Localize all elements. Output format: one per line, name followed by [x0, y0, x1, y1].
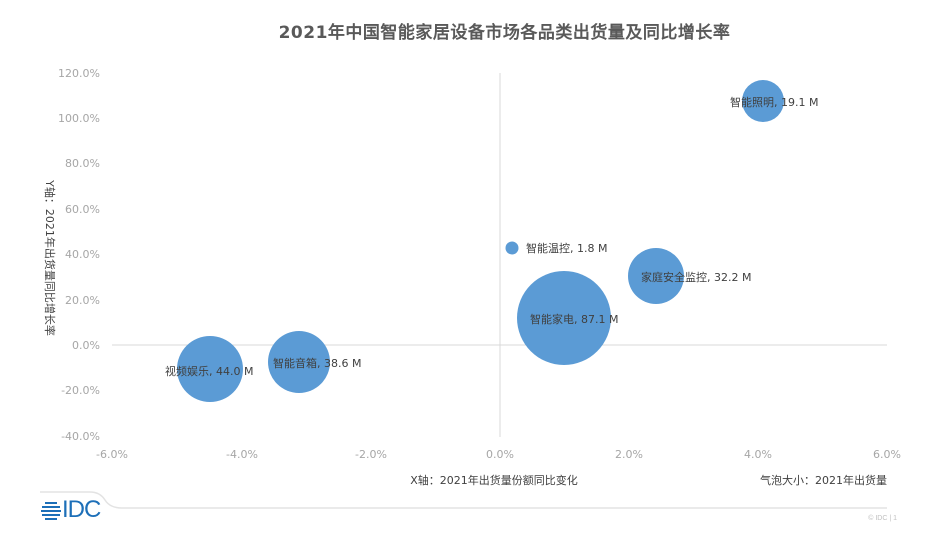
y-axis-title: Y轴：2021年出货量同比增长率	[43, 179, 57, 336]
bubble-video-entertainment[interactable]: 视频娱乐, 44.0 M	[165, 336, 253, 402]
bubble-home-security[interactable]: 家庭安全监控, 32.2 M	[628, 248, 751, 304]
footer-divider	[40, 491, 887, 509]
svg-text:智能家电, 87.1 M: 智能家电, 87.1 M	[530, 312, 618, 326]
svg-text:视频娱乐, 44.0 M: 视频娱乐, 44.0 M	[165, 364, 253, 378]
svg-text:智能音箱, 38.6 M: 智能音箱, 38.6 M	[273, 356, 361, 370]
svg-text:-40.0%: -40.0%	[61, 430, 100, 443]
globe-lines-icon	[41, 502, 61, 520]
svg-text:0.0%: 0.0%	[486, 448, 514, 461]
svg-text:80.0%: 80.0%	[65, 157, 100, 170]
svg-text:2.0%: 2.0%	[615, 448, 643, 461]
svg-text:120.0%: 120.0%	[58, 67, 100, 80]
svg-text:60.0%: 60.0%	[65, 203, 100, 216]
svg-text:-4.0%: -4.0%	[226, 448, 258, 461]
svg-text:家庭安全监控, 32.2 M: 家庭安全监控, 32.2 M	[641, 270, 751, 284]
chart-title: 2021年中国智能家居设备市场各品类出货量及同比增长率	[278, 23, 731, 43]
svg-text:40.0%: 40.0%	[65, 248, 100, 261]
svg-text:-20.0%: -20.0%	[61, 384, 100, 397]
svg-text:0.0%: 0.0%	[72, 339, 100, 352]
x-axis-title: X轴：2021年出货量份额同比变化	[410, 473, 578, 487]
bubble-smart-lighting[interactable]: 智能照明, 19.1 M	[730, 80, 818, 122]
bubble-smart-speaker[interactable]: 智能音箱, 38.6 M	[268, 331, 361, 393]
svg-text:20.0%: 20.0%	[65, 294, 100, 307]
bubble-smart-appliances[interactable]: 智能家电, 87.1 M	[517, 271, 618, 365]
logo-text: IDC	[62, 496, 101, 523]
svg-text:智能温控, 1.8 M: 智能温控, 1.8 M	[526, 241, 607, 255]
svg-text:智能照明, 19.1 M: 智能照明, 19.1 M	[730, 95, 818, 109]
bubble-smart-thermostat[interactable]: 智能温控, 1.8 M	[505, 241, 608, 255]
svg-text:-6.0%: -6.0%	[96, 448, 128, 461]
svg-text:100.0%: 100.0%	[58, 112, 100, 125]
idc-logo: IDC	[40, 496, 101, 524]
svg-text:-2.0%: -2.0%	[355, 448, 387, 461]
y-tick-labels: 120.0% 100.0% 80.0% 60.0% 40.0% 20.0% 0.…	[58, 67, 100, 443]
copyright-page-number: © IDC | 1	[868, 515, 897, 522]
bubble-size-note: 气泡大小：2021年出货量	[760, 473, 887, 487]
x-tick-labels: -6.0% -4.0% -2.0% 0.0% 2.0% 4.0% 6.0%	[96, 448, 901, 461]
svg-text:6.0%: 6.0%	[873, 448, 901, 461]
svg-text:4.0%: 4.0%	[744, 448, 772, 461]
